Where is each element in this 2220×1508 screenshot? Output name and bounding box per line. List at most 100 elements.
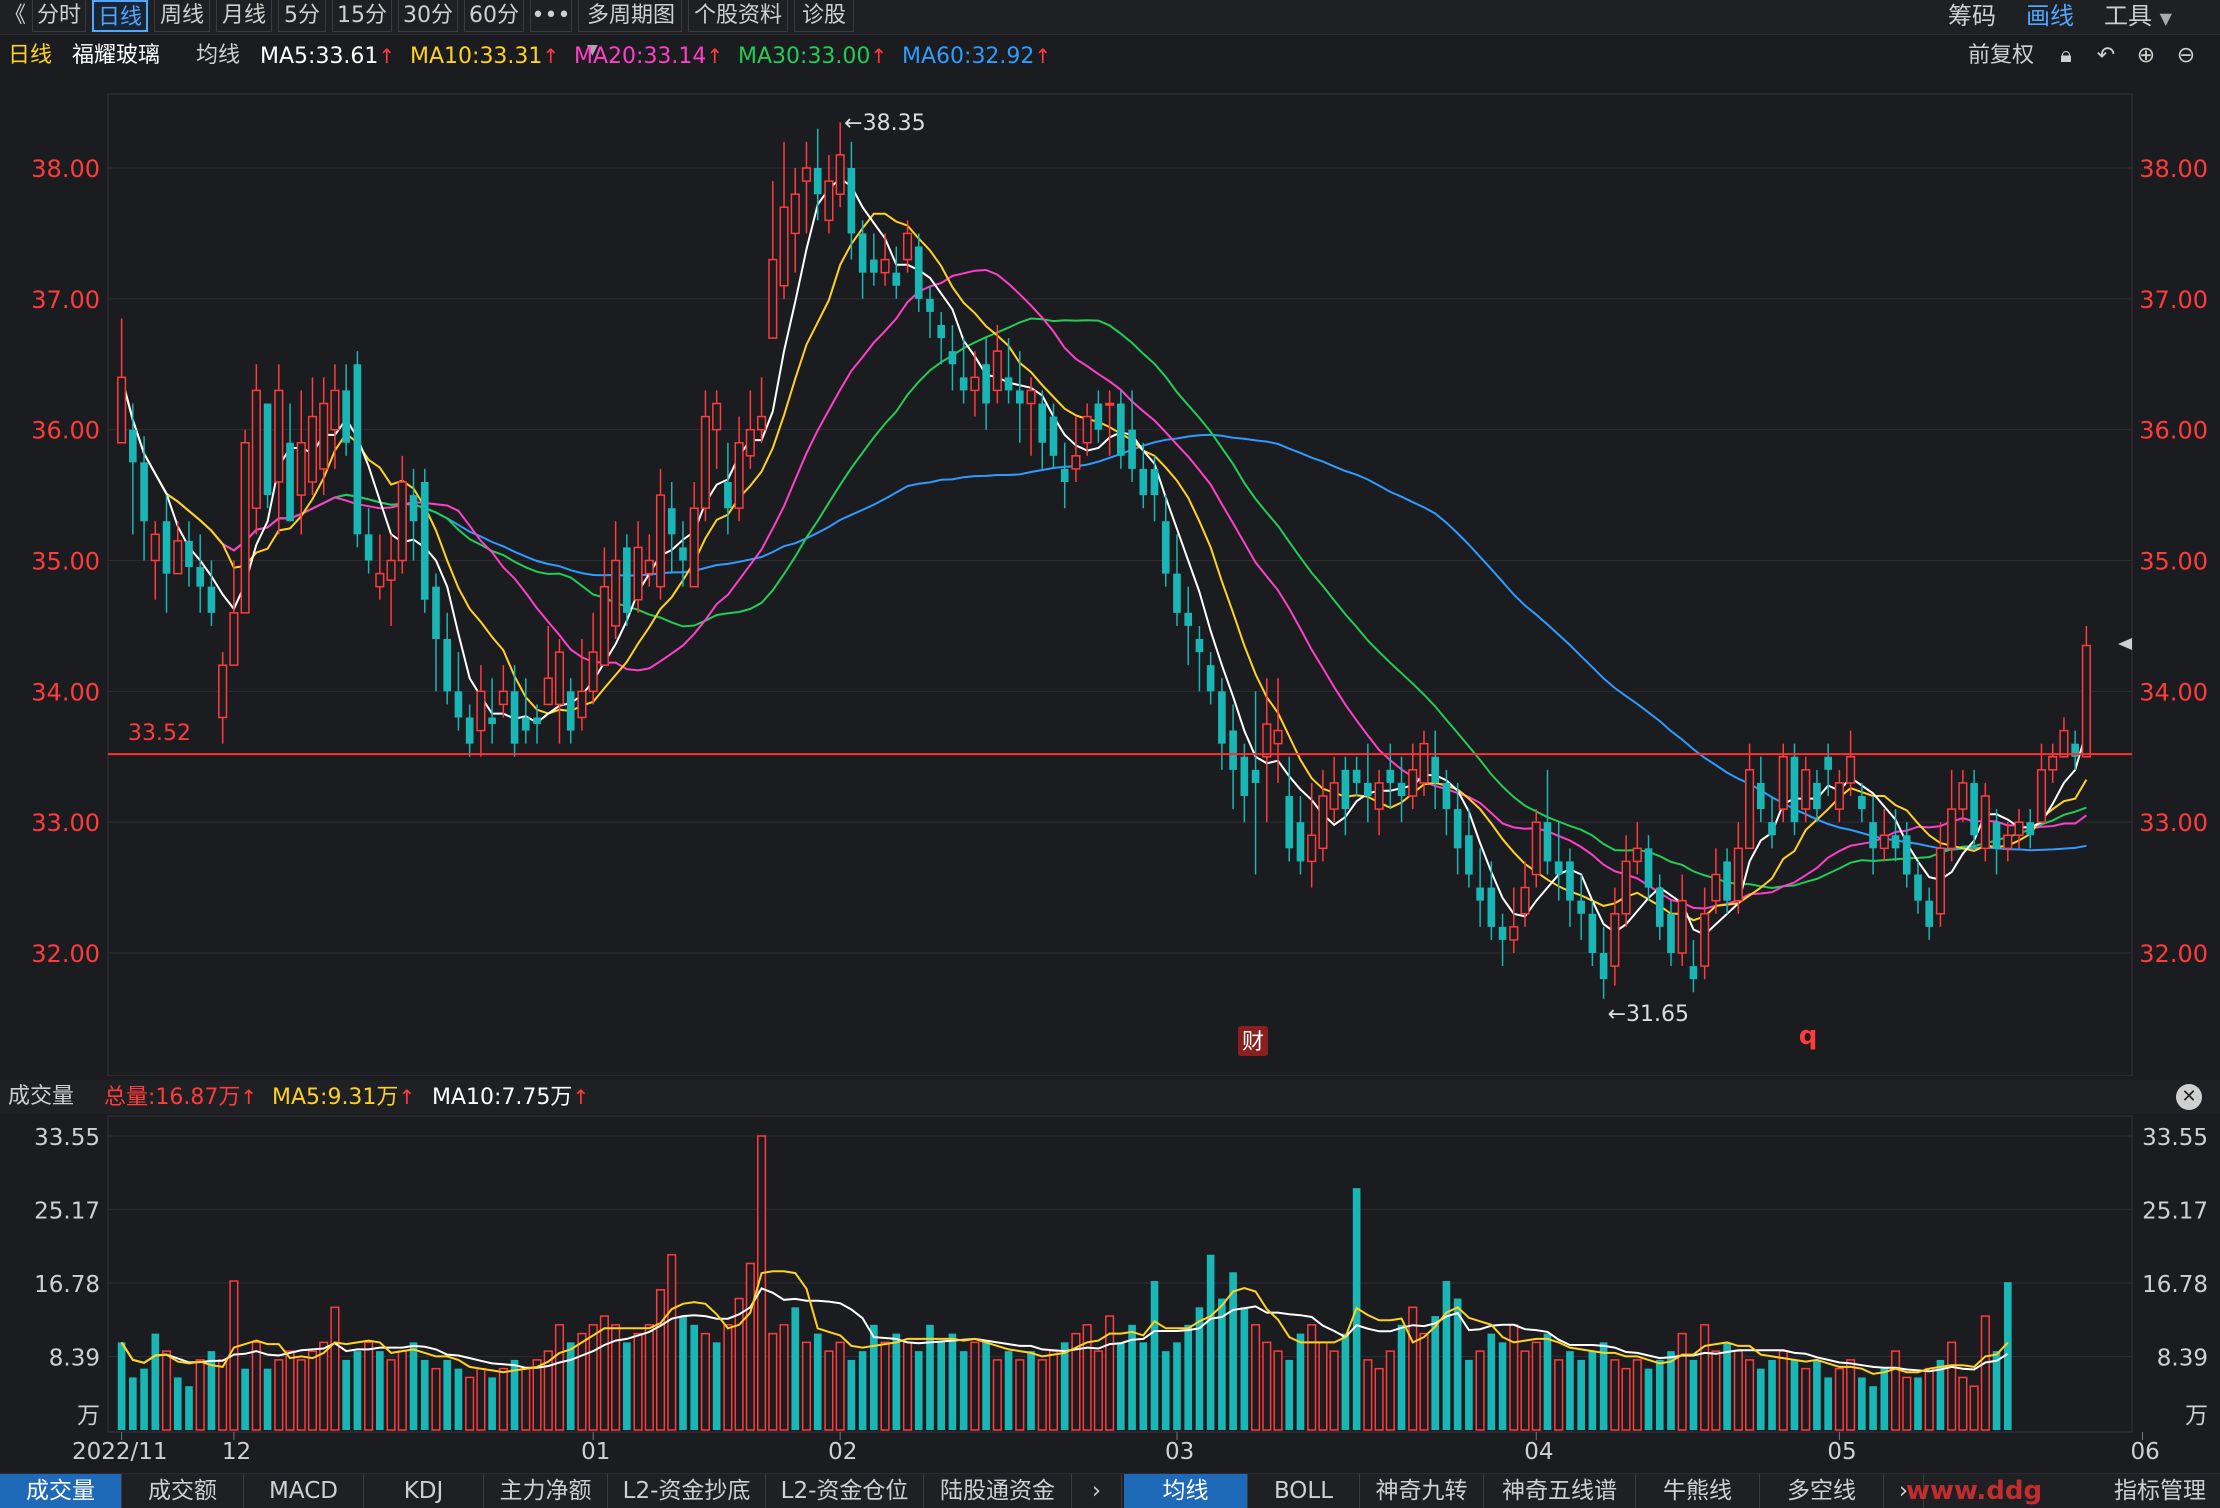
candlestick-chart[interactable]: 38.00 38.00 37.00 37.00 36.00 36.00 35.00 35.00… bbox=[0, 76, 2220, 1076]
candle-body bbox=[196, 567, 205, 587]
low-price-marker: ←31.65 bbox=[1608, 1002, 1689, 1027]
candle-body bbox=[1958, 782, 1968, 810]
tab-bull-bear[interactable]: 牛熊线 bbox=[1636, 1474, 1760, 1508]
y-tick-label-left: 34.00 bbox=[31, 678, 100, 706]
candle-body bbox=[824, 180, 834, 222]
tab-30min[interactable]: 30分 bbox=[398, 0, 458, 32]
volume-bar bbox=[241, 1368, 249, 1430]
y-tick-label-left: 32.00 bbox=[31, 940, 100, 968]
volume-bar bbox=[543, 1350, 553, 1431]
tab-l2-bottom-fishing[interactable]: L2-资金抄底 bbox=[608, 1474, 766, 1508]
candle-body bbox=[1094, 403, 1103, 430]
volume-bar bbox=[195, 1359, 205, 1431]
volume-bar bbox=[397, 1350, 407, 1431]
up-arrow-icon: ↑ bbox=[378, 44, 396, 68]
tab-intraday[interactable]: 分时 bbox=[32, 0, 86, 32]
tab-kdj[interactable]: KDJ bbox=[364, 1474, 484, 1508]
tab-northbound[interactable]: 陆股通资金 bbox=[924, 1474, 1072, 1508]
candle-body bbox=[1869, 822, 1877, 849]
candle-body bbox=[510, 691, 519, 744]
tab-long-short[interactable]: 多空线 bbox=[1760, 1474, 1884, 1508]
volume-bar bbox=[161, 1350, 172, 1431]
candle-body bbox=[1914, 874, 1922, 901]
tab-daily[interactable]: 日线 bbox=[92, 0, 148, 32]
tab-macd[interactable]: MACD bbox=[244, 1474, 364, 1508]
volume-chart[interactable]: 33.55 33.55 25.17 25.17 16.78 16.78 8.39 8.39 万 万… bbox=[0, 1114, 2220, 1472]
lock-icon[interactable]: 🔒︎ bbox=[2060, 43, 2072, 68]
candle-body bbox=[633, 546, 643, 601]
indicator-manage-button[interactable]: 指标管理 bbox=[2114, 1478, 2206, 1504]
y-tick-label-left: 33.00 bbox=[31, 809, 100, 837]
candle-body bbox=[1408, 769, 1418, 797]
volume-bar bbox=[353, 1351, 362, 1430]
tab-magic-five[interactable]: 神奇五线谱 bbox=[1484, 1474, 1636, 1508]
x-axis-label: 04 bbox=[1524, 1439, 1553, 1465]
tools-dropdown[interactable]: 工具 ▼ bbox=[2104, 0, 2172, 32]
candle-body bbox=[1801, 769, 1811, 810]
volume-bar bbox=[1914, 1377, 1922, 1430]
tab-l2-position[interactable]: L2-资金仓位 bbox=[766, 1474, 924, 1508]
candle-body bbox=[1229, 730, 1237, 770]
tab-5min[interactable]: 5分 bbox=[278, 0, 326, 32]
candle-body bbox=[1206, 665, 1215, 692]
close-icon[interactable]: ✕ bbox=[2176, 1084, 2202, 1110]
volume-bar bbox=[1419, 1332, 1429, 1431]
stock-profile-button[interactable]: 个股资料 bbox=[688, 0, 788, 32]
volume-bar bbox=[858, 1351, 867, 1430]
finance-badge bbox=[1238, 1026, 1268, 1056]
caret-down-icon: ▼ bbox=[2159, 9, 2172, 28]
tab-monthly[interactable]: 月线 bbox=[216, 0, 272, 32]
candle-body bbox=[185, 540, 193, 568]
tab-boll[interactable]: BOLL bbox=[1248, 1474, 1360, 1508]
candle-body bbox=[870, 259, 878, 273]
candle-body bbox=[1071, 455, 1081, 470]
draw-line-button[interactable]: 画线 bbox=[2026, 2, 2074, 30]
candle-body bbox=[1173, 573, 1181, 613]
volume-bar bbox=[1105, 1315, 1115, 1431]
tab-60min[interactable]: 60分 bbox=[464, 0, 524, 32]
adjust-mode-button[interactable]: 前复权 bbox=[1968, 43, 2035, 68]
volume-bar bbox=[937, 1342, 946, 1430]
candle-body bbox=[970, 376, 980, 392]
zoom-out-icon[interactable]: ⊖ bbox=[2176, 43, 2196, 68]
undo-icon[interactable]: ↶ bbox=[2096, 43, 2116, 68]
caret-down-icon: ▼ bbox=[587, 42, 598, 58]
more-periods-button[interactable]: ••• bbox=[530, 0, 572, 32]
volume-bar bbox=[263, 1368, 272, 1430]
candle-body bbox=[1925, 900, 1934, 927]
candle-body bbox=[353, 364, 362, 535]
volume-bar bbox=[151, 1333, 160, 1430]
tab-15min[interactable]: 15分 bbox=[332, 0, 392, 32]
zoom-in-icon[interactable]: ⊕ bbox=[2136, 43, 2156, 68]
tab-volume[interactable]: 成交量 bbox=[0, 1474, 122, 1508]
tab-main-net[interactable]: 主力净额 bbox=[484, 1474, 608, 1508]
diagnose-button[interactable]: 诊股 bbox=[794, 0, 854, 32]
back-chevron-icon[interactable]: 《 bbox=[3, 3, 26, 28]
x-axis-label: 05 bbox=[1827, 1439, 1856, 1465]
scroll-right-icon[interactable]: › bbox=[1072, 1474, 1122, 1508]
y-tick-label-right: 34.00 bbox=[2139, 678, 2208, 706]
volume-bar bbox=[386, 1359, 396, 1431]
tab-turnover[interactable]: 成交额 bbox=[122, 1474, 244, 1508]
tools-label: 工具 bbox=[2104, 2, 2152, 30]
candle-body bbox=[1902, 835, 1911, 875]
chip-distribution-button[interactable]: 筹码 bbox=[1948, 2, 1996, 30]
candle-body bbox=[1049, 416, 1058, 456]
tab-ma[interactable]: 均线 bbox=[1124, 1474, 1248, 1508]
candle-body bbox=[465, 717, 474, 744]
volume-bar bbox=[1667, 1351, 1675, 1430]
volume-bar bbox=[1082, 1324, 1092, 1431]
ma-label[interactable]: 均线 bbox=[196, 43, 241, 68]
volume-bar bbox=[1880, 1368, 1889, 1430]
candle-body bbox=[117, 376, 127, 444]
tab-weekly[interactable]: 周线 bbox=[154, 0, 210, 32]
candle-body bbox=[1745, 769, 1755, 850]
candle-body bbox=[588, 651, 598, 693]
up-arrow-icon: ↑ bbox=[706, 44, 724, 68]
scroll-right-icon[interactable]: › bbox=[1884, 1474, 1924, 1508]
multi-period-dropdown[interactable]: 多周期图 ▼ bbox=[578, 0, 682, 58]
tab-magic-nine[interactable]: 神奇九转 bbox=[1360, 1474, 1484, 1508]
volume-bar bbox=[129, 1377, 137, 1430]
candle-body bbox=[667, 508, 676, 535]
candle-body bbox=[1891, 835, 1900, 849]
